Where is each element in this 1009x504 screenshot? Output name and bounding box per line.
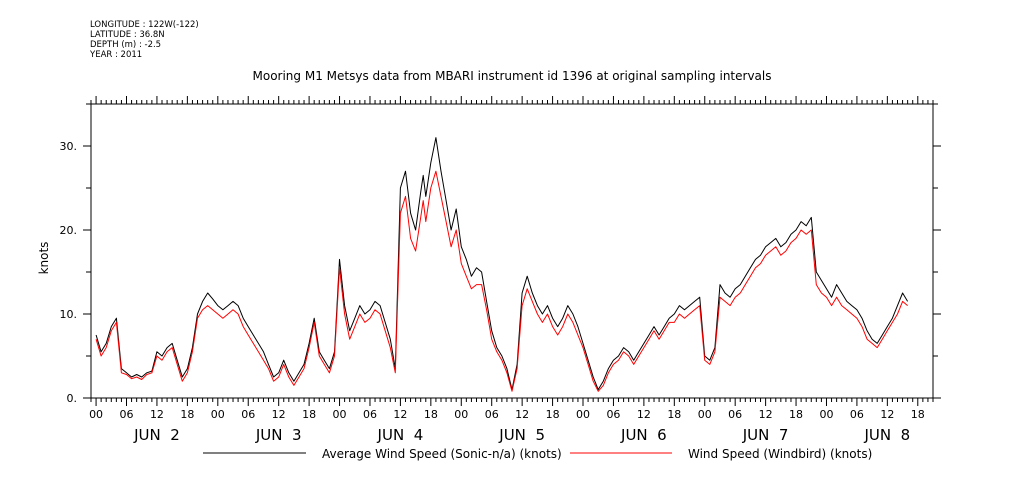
x-tick-label: 06 <box>606 408 620 421</box>
day-label: JUN 3 <box>255 426 302 444</box>
x-tick-label: 00 <box>333 408 347 421</box>
x-tick-label: 00 <box>89 408 103 421</box>
axis-ticks <box>83 96 941 406</box>
series-line-windbird <box>95 170 908 392</box>
legend: Average Wind Speed (Sonic-n/a) (knots) W… <box>203 447 872 461</box>
legend-label-sonic: Average Wind Speed (Sonic-n/a) (knots) <box>322 447 562 461</box>
day-label: JUN 5 <box>498 426 545 444</box>
y-tick-label: 10. <box>60 308 78 321</box>
day-label: JUN 4 <box>377 426 424 444</box>
depth-text: DEPTH (m) : -2.5 <box>90 40 162 50</box>
metadata-header: LONGITUDE : 122W(-122) LATITUDE : 36.8N … <box>90 20 199 60</box>
x-tick-label: 18 <box>302 408 316 421</box>
day-label: JUN 2 <box>133 426 180 444</box>
x-tick-label: 06 <box>363 408 377 421</box>
x-tick-label: 00 <box>819 408 833 421</box>
x-tick-label: 06 <box>850 408 864 421</box>
x-tick-label: 06 <box>120 408 134 421</box>
x-tick-label: 12 <box>759 408 773 421</box>
year-text: YEAR : 2011 <box>90 50 143 60</box>
longitude-text: LONGITUDE : 122W(-122) <box>90 20 199 30</box>
x-tick-label: 06 <box>485 408 499 421</box>
x-tick-label: 00 <box>454 408 468 421</box>
x-tick-label: 00 <box>576 408 590 421</box>
x-tick-label: 06 <box>728 408 742 421</box>
x-tick-label: 18 <box>911 408 925 421</box>
x-tick-label: 12 <box>515 408 529 421</box>
chart-title: Mooring M1 Metsys data from MBARI instru… <box>253 69 772 83</box>
y-tick-label: 0. <box>67 392 78 405</box>
x-tick-label: 00 <box>211 408 225 421</box>
x-tick-label: 12 <box>393 408 407 421</box>
x-tick-label: 18 <box>789 408 803 421</box>
plot-frame <box>90 103 934 399</box>
y-tick-label: 30. <box>60 140 78 153</box>
latitude-text: LATITUDE : 36.8N <box>90 30 165 40</box>
y-tick-label: 20. <box>60 224 78 237</box>
series-line-sonic <box>95 137 909 391</box>
x-tick-label: 06 <box>241 408 255 421</box>
x-tick-label: 12 <box>637 408 651 421</box>
x-tick-label: 12 <box>880 408 894 421</box>
x-tick-label: 12 <box>150 408 164 421</box>
x-tick-label: 18 <box>546 408 560 421</box>
y-tick-labels: 0. 10. 20. 30. <box>60 140 78 405</box>
x-tick-label: 18 <box>667 408 681 421</box>
day-labels: JUN 2 JUN 3 JUN 4 JUN 5 JUN 6 JUN 7 JUN 8 <box>133 426 910 444</box>
y-axis-label: knots <box>37 242 51 275</box>
series-lines <box>95 137 909 392</box>
x-tick-label: 00 <box>698 408 712 421</box>
x-tick-label: 12 <box>272 408 286 421</box>
day-label: JUN 8 <box>863 426 910 444</box>
day-label: JUN 6 <box>620 426 667 444</box>
x-tick-label: 18 <box>180 408 194 421</box>
day-label: JUN 7 <box>742 426 789 444</box>
x-tick-labels: 00 06 12 18 00 06 12 18 00 06 12 18 00 06 12 18 00 06 12 18… <box>89 408 925 421</box>
legend-label-windbird: Wind Speed (Windbird) (knots) <box>688 447 872 461</box>
x-tick-label: 18 <box>424 408 438 421</box>
